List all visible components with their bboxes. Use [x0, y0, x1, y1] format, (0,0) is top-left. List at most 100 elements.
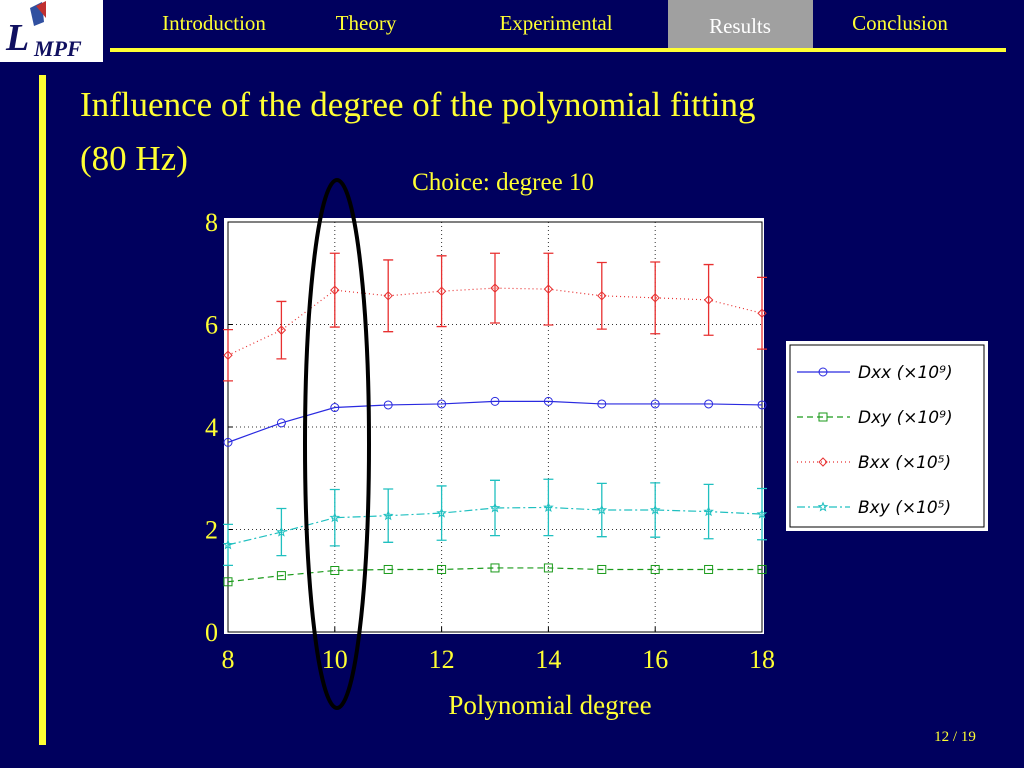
point [818, 367, 828, 377]
y-tick-label: 6 [205, 311, 218, 340]
error-bar [329, 252, 340, 328]
series-line [227, 506, 763, 546]
point [597, 564, 607, 574]
point [222, 539, 234, 550]
point [543, 284, 554, 294]
series-line [227, 287, 763, 356]
point [276, 325, 287, 335]
plot [222, 221, 768, 633]
logo-mark [36, 1, 46, 18]
point [650, 293, 660, 303]
error-bar [383, 488, 394, 543]
point [276, 571, 286, 581]
nav-bar: Introduction Theory Experimental Results Con… [162, 0, 948, 48]
error-bar [276, 300, 287, 360]
error-bar [436, 255, 447, 328]
point [543, 501, 554, 513]
nav-item[interactable]: Introduction [162, 11, 266, 35]
point [703, 295, 714, 305]
legend-label: Dxy (×10⁹) [858, 408, 953, 428]
legend-box [786, 341, 988, 531]
x-axis-label: Polynomial degree [448, 690, 651, 720]
point [818, 457, 828, 467]
point [383, 400, 393, 410]
series-line [227, 400, 763, 443]
x-tick-label: 14 [535, 645, 561, 674]
error-bar [703, 263, 714, 336]
point [383, 291, 393, 301]
plot-frame [227, 221, 763, 633]
nav-item[interactable]: Experimental [499, 11, 612, 35]
legend-label: Bxy (×10⁵) [858, 498, 951, 518]
point [597, 291, 607, 301]
y-tick-label: 4 [205, 413, 218, 442]
point [437, 564, 447, 574]
error-bar [543, 252, 554, 326]
point [437, 399, 447, 409]
point [757, 564, 767, 574]
error-bar [650, 482, 661, 538]
point [757, 308, 767, 318]
x-tick-label: 18 [749, 645, 775, 674]
point [223, 577, 233, 587]
y-tick-label: 8 [205, 208, 218, 237]
point [596, 504, 608, 515]
nav-active-bg [668, 0, 813, 48]
error-bar [329, 488, 340, 547]
point [704, 399, 714, 409]
error-bar [223, 523, 233, 567]
logo-box [0, 0, 103, 62]
point [597, 399, 607, 409]
highlight-ellipse [303, 178, 371, 710]
point [330, 566, 340, 575]
point [490, 563, 500, 573]
point [756, 508, 768, 519]
nav-item[interactable]: Results [709, 14, 771, 38]
x-tick-label: 16 [642, 645, 668, 674]
logo-letter: L [5, 17, 29, 59]
legend-frame [789, 344, 985, 528]
point [703, 506, 714, 517]
point [330, 285, 340, 295]
slide-title: Influence of the degree of the polynomia… [80, 85, 755, 124]
point [223, 437, 233, 447]
error-bar [703, 483, 714, 540]
error-bar [757, 276, 767, 350]
point [650, 399, 660, 409]
page-number: 12 / 19 [934, 729, 976, 745]
point [436, 507, 447, 518]
point [489, 502, 501, 513]
point [490, 396, 500, 406]
plot-background [224, 218, 764, 634]
point [330, 403, 340, 413]
point [818, 412, 828, 422]
series-line [227, 567, 762, 583]
error-bar [757, 487, 767, 541]
nav-item[interactable]: Theory [336, 11, 397, 35]
point [223, 350, 233, 360]
annotation: Choice: degree 10 [412, 169, 594, 196]
nav-underline [110, 48, 1006, 52]
error-bar [490, 479, 500, 537]
point [276, 418, 286, 428]
y-tick-label: 2 [205, 516, 218, 545]
legend-label: Bxx (×10⁵) [858, 453, 951, 473]
point [650, 564, 660, 574]
point [543, 396, 553, 406]
point [382, 510, 394, 521]
point [817, 501, 829, 512]
error-bar [276, 507, 287, 557]
logo-text: MPF [33, 36, 82, 61]
x-tick-label: 10 [322, 645, 348, 674]
point [704, 564, 714, 574]
error-bar [650, 261, 661, 335]
error-bar [383, 259, 394, 333]
error-bar [436, 485, 447, 541]
nav-item[interactable]: Conclusion [852, 11, 948, 35]
point [383, 564, 393, 574]
point [649, 504, 661, 515]
point [329, 512, 341, 523]
error-bar [490, 252, 500, 324]
